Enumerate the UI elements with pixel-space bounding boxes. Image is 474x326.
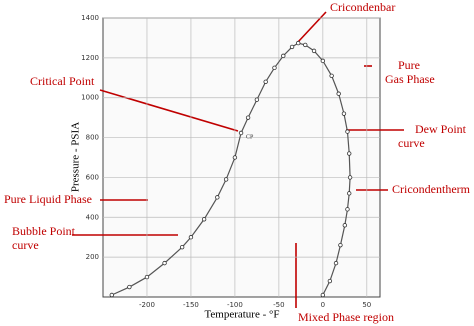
y-tick-label: 1400 bbox=[81, 14, 99, 22]
data-point bbox=[333, 260, 339, 266]
annotation: curve bbox=[12, 238, 39, 252]
data-point bbox=[320, 292, 326, 298]
leader-lines bbox=[72, 11, 404, 308]
data-point bbox=[223, 177, 229, 182]
data-point bbox=[347, 191, 352, 196]
annotation: Bubble Point bbox=[12, 224, 76, 238]
data-point bbox=[342, 223, 348, 228]
data-point bbox=[347, 175, 353, 180]
data-point bbox=[109, 292, 114, 298]
annotation: Pure Liquid Phase bbox=[4, 192, 92, 206]
annotation: Cricondentherm bbox=[392, 182, 471, 196]
data-point bbox=[263, 79, 268, 84]
data-point bbox=[188, 235, 194, 240]
data-point bbox=[336, 91, 341, 96]
data-point bbox=[245, 115, 251, 120]
y-tick-label: 1200 bbox=[81, 54, 99, 62]
annotation: Dew Point bbox=[415, 122, 467, 136]
data-point bbox=[296, 40, 301, 46]
annotation: Cricondenbar bbox=[330, 0, 395, 14]
data-point bbox=[238, 130, 244, 136]
data-point bbox=[179, 244, 185, 250]
y-tick-label: 1000 bbox=[81, 94, 99, 102]
data-point bbox=[144, 274, 150, 280]
data-point bbox=[272, 65, 277, 71]
annotation: Gas Phase bbox=[385, 72, 435, 86]
data-point bbox=[289, 44, 295, 50]
x-tick-label: -200 bbox=[139, 301, 155, 309]
leader-line bbox=[99, 89, 239, 132]
data-point bbox=[341, 111, 347, 116]
data-point bbox=[303, 42, 308, 48]
data-point bbox=[320, 58, 326, 64]
data-point bbox=[127, 284, 132, 290]
data-point bbox=[281, 53, 286, 59]
data-point bbox=[329, 73, 334, 78]
x-tick-label: -150 bbox=[183, 301, 199, 309]
annotation: Critical Point bbox=[30, 74, 95, 88]
data-point bbox=[311, 48, 317, 54]
data-point bbox=[254, 97, 260, 102]
point-label: CP bbox=[246, 134, 254, 140]
annotation: Mixed Phase region bbox=[298, 310, 394, 324]
x-tick-label: 50 bbox=[362, 301, 371, 309]
data-point bbox=[215, 195, 220, 200]
data-point bbox=[327, 278, 333, 284]
phase-envelope bbox=[111, 42, 351, 296]
x-tick-label: -50 bbox=[273, 301, 284, 309]
y-tick-label: 200 bbox=[86, 253, 99, 261]
x-axis-label: Temperature - °F bbox=[204, 309, 279, 321]
y-tick-label: 600 bbox=[86, 173, 99, 181]
y-tick-label: 400 bbox=[86, 213, 99, 221]
data-point bbox=[162, 260, 167, 266]
data-point bbox=[338, 242, 343, 248]
x-tick-label: -100 bbox=[227, 301, 243, 309]
data-point bbox=[345, 129, 350, 134]
y-axis-label: Pressure - PSIA bbox=[70, 122, 82, 192]
y-tick-label: 800 bbox=[86, 134, 99, 142]
annotation: Pure bbox=[398, 58, 420, 72]
data-point bbox=[201, 217, 207, 222]
data-point bbox=[347, 151, 352, 156]
leader-line bbox=[297, 11, 327, 43]
data-point bbox=[232, 155, 238, 160]
annotation: curve bbox=[398, 136, 425, 150]
plot-area bbox=[102, 17, 381, 298]
data-point bbox=[345, 207, 350, 212]
x-tick-label: 0 bbox=[321, 301, 325, 309]
